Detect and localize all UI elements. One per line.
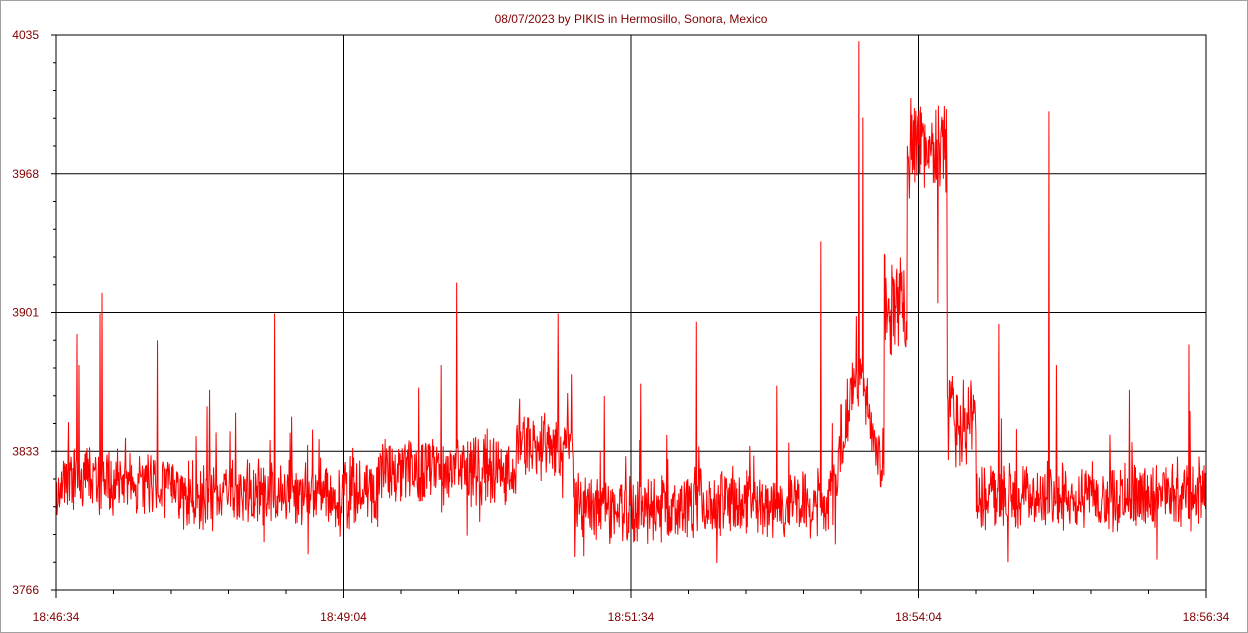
y-tick-label: 3833 (12, 444, 39, 458)
x-tick-label: 18:46:34 (33, 610, 80, 624)
series-signal (55, 41, 1207, 564)
y-tick-label: 3901 (12, 306, 39, 320)
x-tick-label: 18:49:04 (320, 610, 367, 624)
y-axis: 4035 3968 3901 3833 3766 (12, 28, 56, 597)
x-tick-label: 18:51:34 (608, 610, 655, 624)
x-tick-label: 18:56:34 (1183, 610, 1230, 624)
y-tick-label: 3766 (12, 583, 39, 597)
x-tick-label: 18:54:04 (895, 610, 942, 624)
series-line (55, 41, 1207, 564)
grid-lines (56, 35, 1206, 590)
y-tick-label: 4035 (12, 28, 39, 42)
chart-title: 08/07/2023 by PIKIS in Hermosillo, Sonor… (495, 12, 768, 26)
y-tick-label: 3968 (12, 167, 39, 181)
x-axis: 18:46:34 18:49:04 18:51:34 18:54:04 18:56:34 (33, 590, 1230, 624)
